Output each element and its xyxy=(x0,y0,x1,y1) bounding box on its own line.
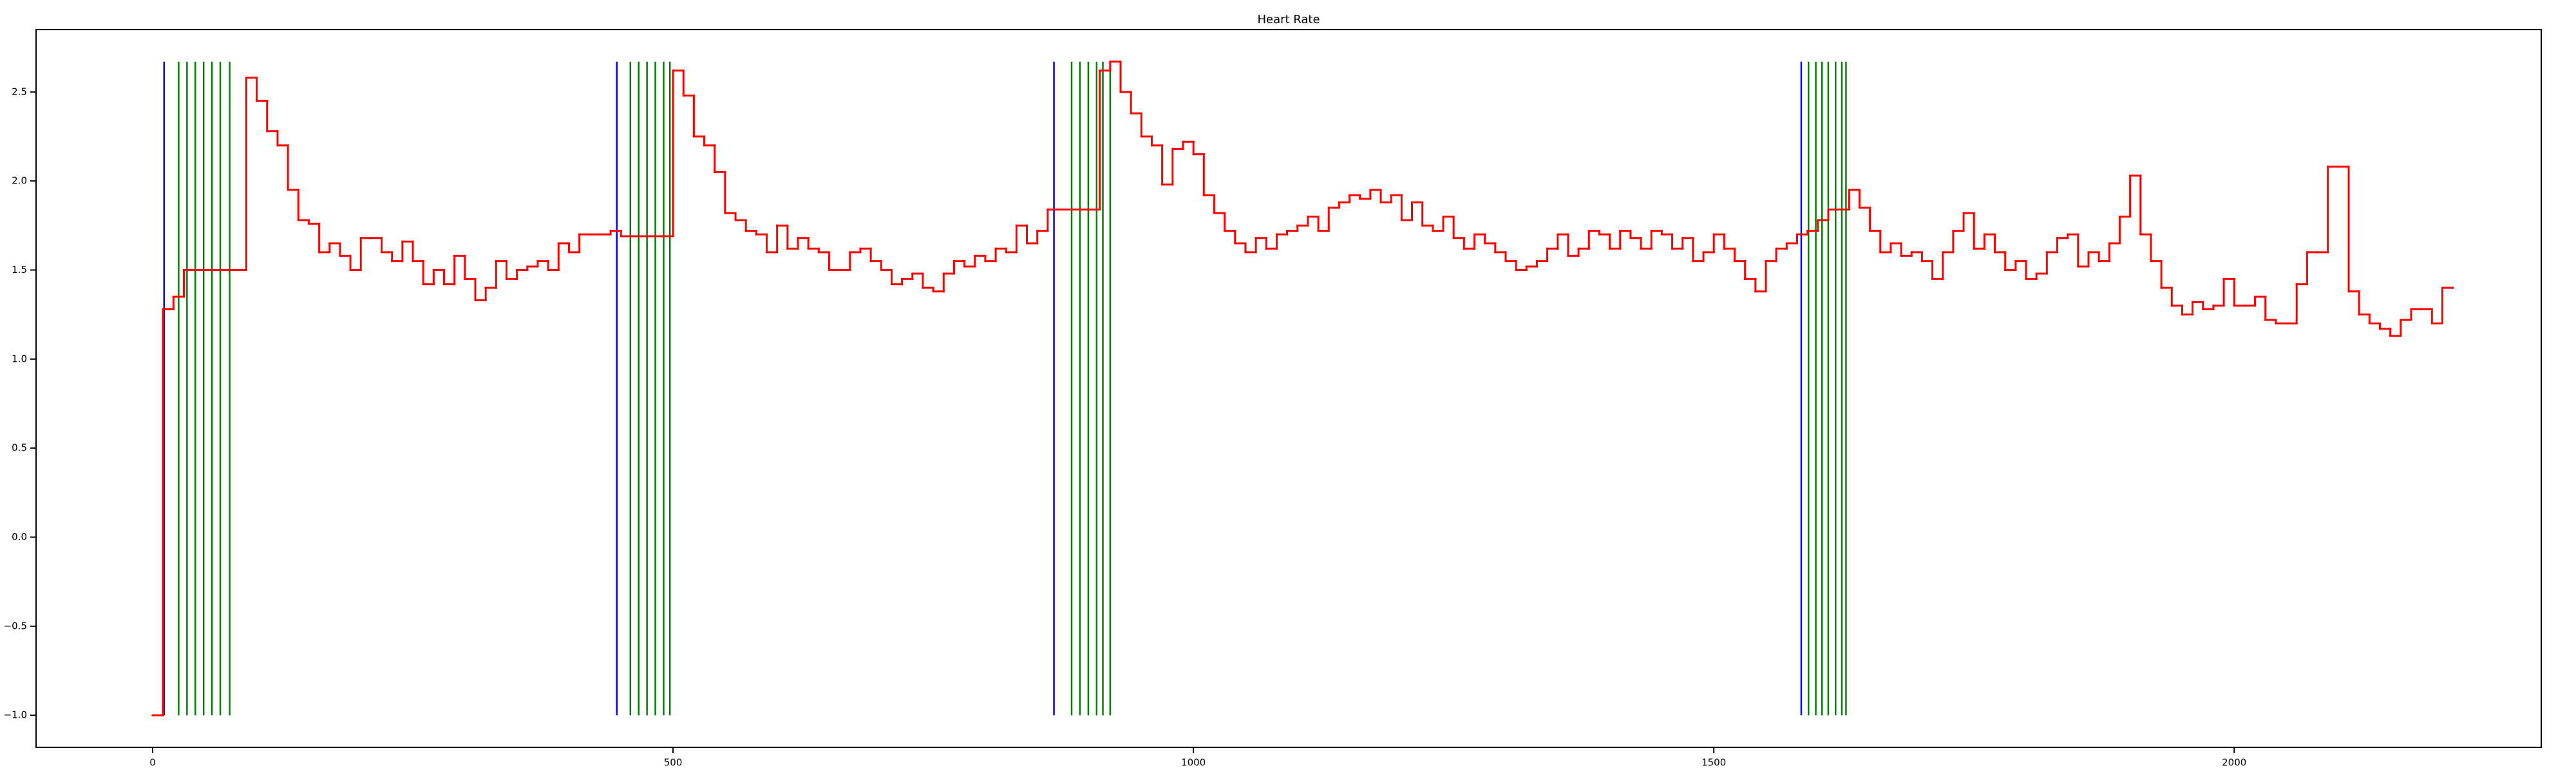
x-tick-label: 500 xyxy=(664,757,683,769)
x-tick-label: 2000 xyxy=(2222,757,2246,769)
plot-area xyxy=(151,61,2454,716)
y-tick-label: 1.0 xyxy=(12,353,27,364)
y-tick-label: −0.5 xyxy=(4,620,27,631)
x-tick-label: 1000 xyxy=(1181,757,1206,769)
y-tick-label: 1.5 xyxy=(12,264,27,275)
x-tick-label: 1500 xyxy=(1701,757,1726,769)
y-tick-label: 2.0 xyxy=(12,175,27,187)
x-tick-label: 0 xyxy=(149,757,156,769)
y-tick-label: 0.0 xyxy=(12,531,27,543)
y-tick-label: 0.5 xyxy=(12,442,27,454)
y-tick-label: −1.0 xyxy=(4,709,27,721)
axes-frame xyxy=(35,29,2542,748)
y-tick-label: 2.5 xyxy=(12,86,27,97)
chart-title: Heart Rate xyxy=(1257,13,1320,26)
